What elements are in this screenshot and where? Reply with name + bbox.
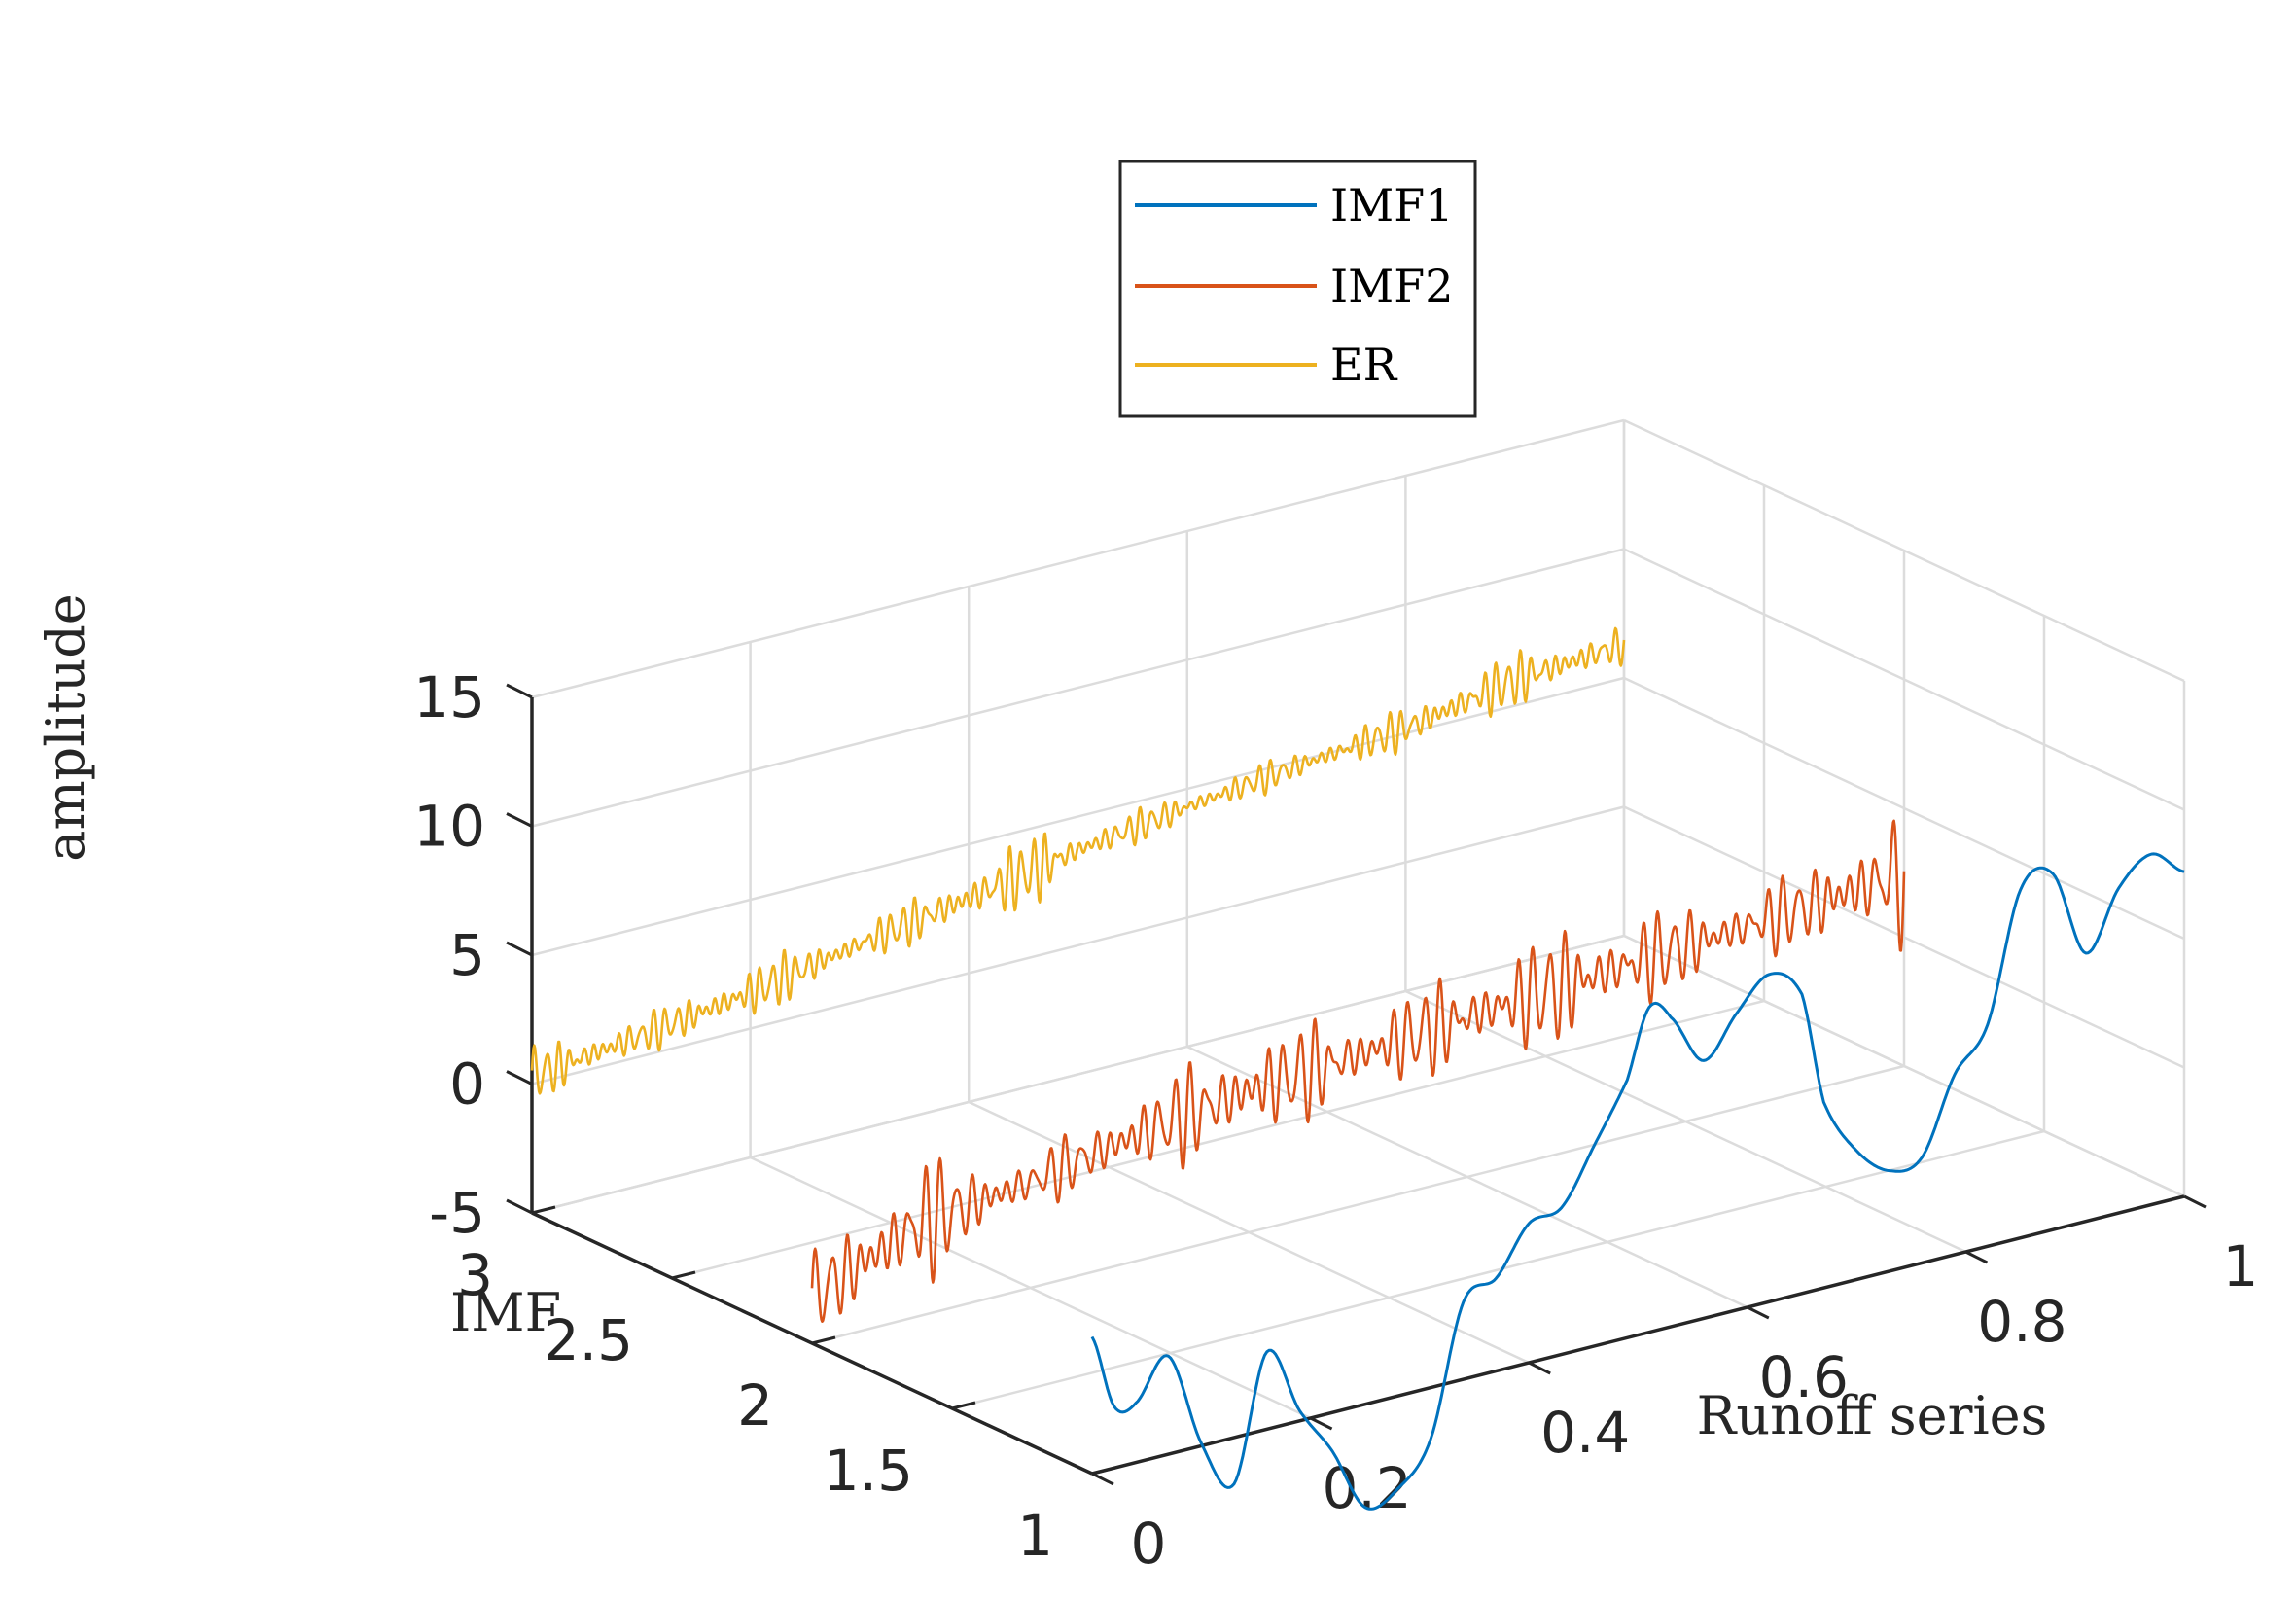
z-tick-label-2: 5 — [449, 922, 485, 988]
y-tick-label-4: 3 — [457, 1242, 493, 1308]
x-tick-label-0: 0 — [1131, 1511, 1167, 1577]
x-tick-label-4: 0.8 — [1977, 1289, 2066, 1355]
z-tick-4 — [506, 683, 533, 699]
y-tick-4 — [531, 1205, 556, 1215]
x-tick-label-3: 0.6 — [1759, 1344, 1849, 1410]
z-tick-3 — [506, 812, 533, 828]
y-axis-label: IMF — [450, 1282, 561, 1343]
x-tick-1 — [1309, 1416, 1333, 1431]
legend-label-er: ER — [1330, 338, 1398, 391]
grid-lines — [530, 418, 2186, 1476]
side-grid-z-1 — [1623, 805, 2185, 1069]
x-tick-label-5: 1 — [2223, 1233, 2259, 1299]
y-tick-label-1: 1.5 — [824, 1438, 913, 1504]
y-tick-3 — [671, 1270, 696, 1280]
side-grid-z-3 — [1623, 548, 2185, 811]
series-line-imf2 — [810, 819, 1906, 1323]
y-tick-1 — [951, 1401, 976, 1410]
back-grid-z-1 — [531, 805, 1625, 1085]
back-grid-z-3 — [531, 548, 1625, 828]
x-axis-label: Runoff series — [1697, 1385, 2048, 1446]
legend-label-imf1: IMF1 — [1330, 179, 1453, 231]
x-tick-4 — [1964, 1250, 1989, 1264]
z-axis-label: amplitude — [35, 593, 96, 862]
x-tick-0 — [1091, 1472, 1114, 1486]
y-tick-2 — [811, 1335, 836, 1345]
series-line-imf1 — [1090, 852, 2185, 1511]
legend-label-imf2: IMF2 — [1330, 260, 1453, 312]
x-tick-2 — [1528, 1361, 1551, 1375]
y-tick-label-3: 2.5 — [544, 1307, 633, 1373]
side-grid-z-2 — [1623, 676, 2185, 941]
z-tick-label-3: 10 — [413, 794, 485, 860]
back-grid-z-2 — [531, 676, 1625, 957]
legend: IMF1 IMF2 ER — [1118, 160, 1477, 418]
z-tick-label-0: -5 — [429, 1180, 485, 1246]
back-grid-z-0 — [531, 934, 1625, 1215]
z-tick-1 — [506, 1070, 533, 1085]
floor-grid-y-1 — [951, 1129, 2045, 1410]
side-grid-z-4 — [1623, 418, 2185, 683]
x-axis-line — [1091, 1194, 2185, 1476]
z-tick-2 — [506, 941, 533, 957]
side-grid-z-0 — [1623, 934, 2185, 1198]
y-tick-label-0: 1 — [1017, 1503, 1053, 1569]
floor-grid-y-2 — [811, 1064, 1905, 1345]
series-line-er — [530, 626, 1626, 1095]
x-tick-label-2: 0.4 — [1540, 1400, 1630, 1466]
z-tick-label-4: 15 — [413, 664, 485, 730]
z-tick-label-1: 0 — [449, 1051, 485, 1118]
data-series — [530, 626, 2185, 1511]
y-tick-0 — [1091, 1466, 1116, 1476]
x-tick-3 — [1747, 1305, 1770, 1320]
floor-grid-y-3 — [671, 999, 1765, 1280]
back-grid-z-4 — [531, 418, 1625, 699]
x-tick-5 — [2183, 1194, 2207, 1209]
z-tick-0 — [506, 1198, 533, 1215]
y-tick-label-2: 2 — [737, 1372, 773, 1439]
